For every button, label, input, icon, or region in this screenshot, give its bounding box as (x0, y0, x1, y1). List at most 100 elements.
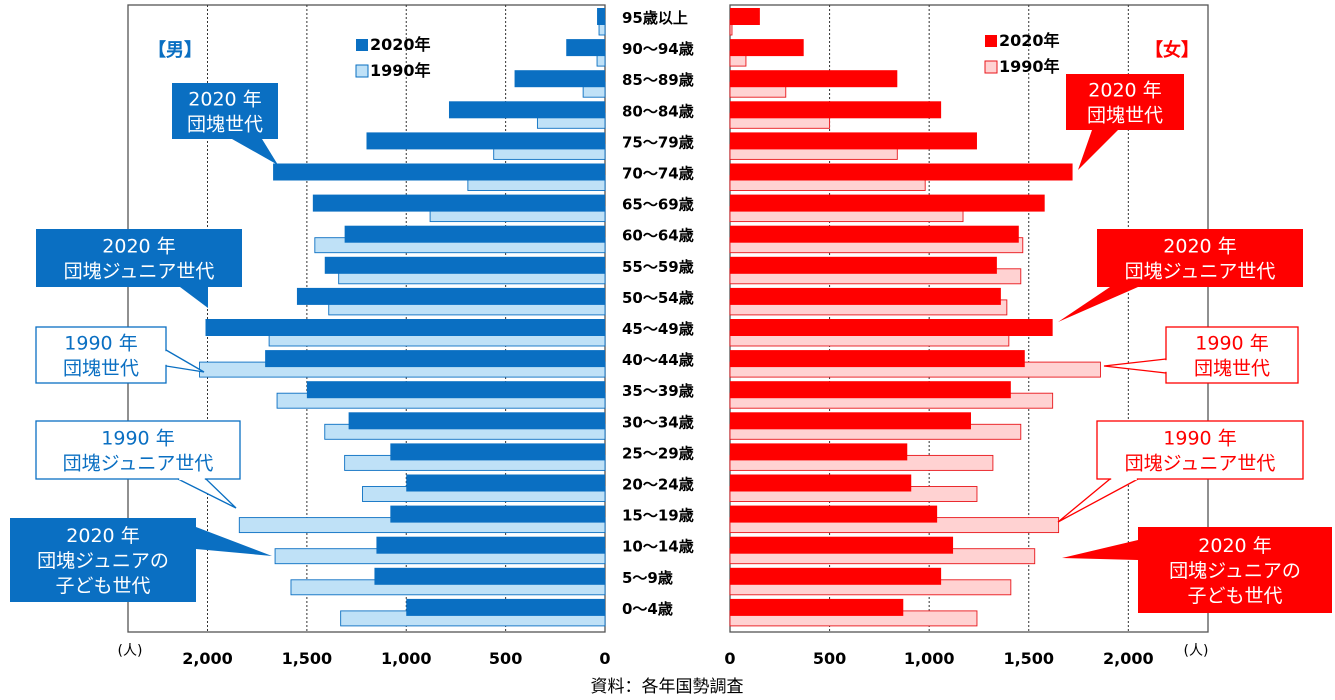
age-label: 75～79歳 (622, 133, 694, 151)
male-tick-label: 0 (599, 649, 610, 668)
male-legend-swatch-1990 (355, 64, 369, 78)
callout-text: 団塊ジュニアの (1169, 560, 1301, 582)
callout-text: 団塊世代 (187, 114, 263, 136)
callout-box (1165, 326, 1299, 384)
female-bar-2020 (730, 194, 1045, 212)
age-label: 40～44歳 (622, 351, 694, 369)
callout-pointer-join (1111, 477, 1137, 481)
age-label: 95歳以上 (622, 9, 688, 27)
callout-box (172, 83, 278, 139)
callout-text: 団塊世代 (1194, 358, 1270, 380)
female-bar-2020 (730, 598, 904, 616)
female-bar-2020 (730, 505, 938, 523)
male-legend-swatch-2020 (356, 39, 368, 51)
callout-text: 2020 年 (102, 236, 175, 258)
female-unit-label: (人) (1184, 643, 1209, 659)
female-tick-label: 1,500 (1003, 649, 1054, 668)
age-label: 20～24歳 (622, 476, 694, 494)
callout-text: 団塊ジュニア世代 (63, 453, 214, 475)
male-tick-label: 1,000 (381, 649, 432, 668)
male-bar-2020 (344, 225, 605, 243)
callout-text: 団塊ジュニア世代 (1125, 453, 1276, 475)
callout-pointer (1062, 540, 1138, 560)
age-label: 70～74歳 (622, 165, 694, 183)
callout-box (35, 326, 167, 384)
callout-text: 子ども世代 (1187, 585, 1282, 607)
callout-text: 団塊ジュニア世代 (64, 261, 215, 283)
female-bar-2020 (730, 132, 977, 150)
male-bar-2020 (306, 381, 605, 399)
callout-text: 子ども世代 (55, 575, 150, 597)
age-label: 55～59歳 (622, 258, 694, 276)
age-label: 35～39歳 (622, 382, 694, 400)
callout-text: 団塊ジュニアの (37, 550, 169, 572)
female-bar-2020 (730, 412, 971, 430)
female-bar-2020 (730, 163, 1073, 181)
callout-text: 2020 年 (1163, 236, 1236, 258)
callout-text: 2020 年 (188, 89, 261, 111)
callout-pointer (180, 287, 208, 308)
male-bar-2020 (566, 39, 605, 57)
callout-box (36, 229, 242, 287)
male-bar-2020 (597, 8, 605, 25)
male-bar-2020 (406, 474, 605, 492)
male-bar-2020 (312, 194, 605, 212)
callout-text: 団塊世代 (63, 358, 139, 380)
female-bar-2020 (730, 474, 912, 492)
male-bar-2020 (273, 163, 605, 181)
callout-pointer (1058, 287, 1138, 322)
female-bar-2020 (730, 225, 1019, 243)
male-bar-2020 (374, 567, 605, 585)
female-legend-label-1990: 1990年 (999, 57, 1060, 76)
callout-pointer-join (1164, 360, 1168, 372)
male-tick-label: 500 (489, 649, 522, 668)
female-side-label: 【女】 (1145, 39, 1199, 61)
male-bar-2020 (406, 598, 605, 616)
female-bar-2020 (730, 256, 997, 274)
male-bar-2020 (265, 350, 605, 368)
female-bar-2020 (730, 443, 908, 461)
male-side-label: 【男】 (148, 40, 202, 61)
male-bar-2020 (390, 505, 605, 523)
age-label: 10～14歳 (622, 538, 694, 556)
callout-text: 2020 年 (1088, 80, 1161, 102)
male-bar-2020 (448, 101, 605, 119)
callout-pointer (196, 527, 272, 556)
female-bar-2020 (730, 287, 1001, 305)
source-note: 資料：各年国勢調査 (591, 677, 744, 697)
female-bar-2020 (730, 319, 1053, 336)
female-bar-2020 (730, 536, 954, 554)
callout-text: 1990 年 (64, 333, 137, 355)
male-bar-2020 (296, 287, 605, 305)
female-legend-swatch-2020 (985, 35, 997, 47)
male-bar-2020 (205, 319, 605, 336)
age-label: 65～69歳 (622, 196, 694, 214)
callout-text: 団塊ジュニア世代 (1125, 261, 1276, 283)
female-bar-2020 (730, 39, 804, 57)
age-label: 15～19歳 (622, 507, 694, 525)
callout-box (1138, 527, 1332, 613)
callout-pointer-join (164, 351, 168, 365)
male-bar-2020 (348, 412, 605, 430)
male-bar-2020 (390, 443, 605, 461)
callout-text: 1990 年 (1163, 428, 1236, 450)
female-bar-2020 (730, 567, 942, 585)
age-label: 45～49歳 (622, 320, 694, 338)
male-unit-label: (人) (118, 643, 143, 659)
callout-box (10, 518, 196, 602)
male-bar-2020 (366, 132, 605, 150)
callout-pointer (232, 139, 278, 165)
male-legend-label-2020: 2020年 (370, 35, 431, 54)
female-tick-label: 2,000 (1103, 649, 1154, 668)
female-bar-2020 (730, 8, 760, 25)
callout-box (1097, 229, 1303, 287)
female-tick-label: 0 (724, 649, 735, 668)
callout-pointer (1078, 130, 1118, 170)
